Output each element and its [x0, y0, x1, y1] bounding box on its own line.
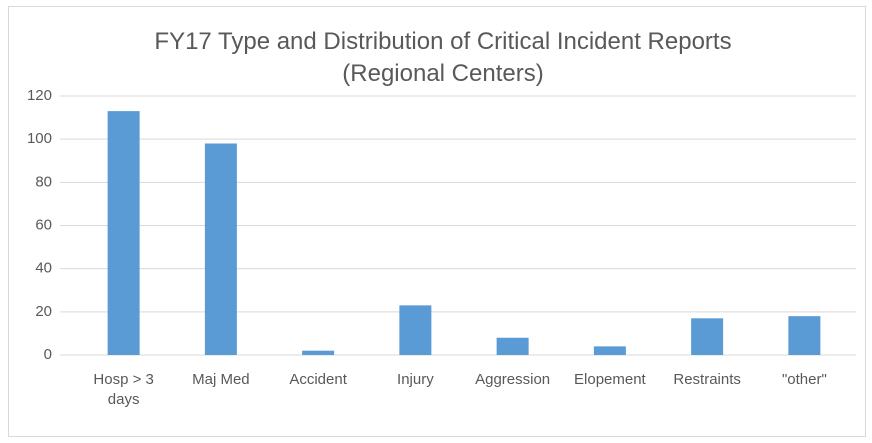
bar: [788, 316, 821, 355]
y-tick-label: 80: [35, 173, 52, 190]
chart-title: FY17 Type and Distribution of Critical I…: [154, 28, 732, 87]
x-tick-label: Hosp > 3 days: [93, 371, 154, 408]
bar: [399, 305, 432, 355]
x-tick-label: Elopement: [574, 371, 646, 388]
y-tick-label: 40: [35, 260, 52, 277]
y-tick-label: 120: [27, 87, 52, 104]
x-tick-label: Accident: [289, 371, 347, 388]
x-tick-label: Restraints: [673, 371, 741, 388]
chart-border: [8, 6, 866, 437]
bar: [593, 346, 626, 355]
bar: [204, 143, 237, 355]
x-tick-label: "other": [781, 371, 827, 388]
x-tick-label: Aggression: [475, 371, 551, 388]
bar: [496, 337, 529, 355]
x-tick-label: Maj Med: [192, 371, 250, 388]
bar: [302, 350, 335, 355]
y-tick-label: 0: [44, 346, 52, 363]
x-tick-label: Injury: [397, 371, 434, 388]
y-tick-label: 60: [35, 216, 52, 233]
y-tick-label: 20: [35, 303, 52, 320]
y-tick-label: 100: [27, 130, 52, 147]
bar: [107, 111, 140, 355]
bar: [691, 318, 724, 355]
